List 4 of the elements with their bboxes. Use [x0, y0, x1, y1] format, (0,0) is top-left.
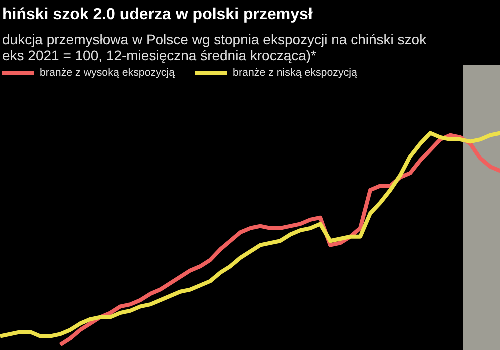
legend-label: branże z wysoką ekspozycją — [40, 67, 176, 79]
chart-subtitle: dukcja przemysłowa w Polsce wg stopnia ekspozycji na chiński szok eks 2021 = 100, 12-miesięczna średnia krocząca)* — [2, 32, 428, 64]
chart-title: hiński szok 2.0 uderza w polski przemysł — [2, 6, 314, 24]
legend-label: branże z niską ekspozycją — [233, 67, 358, 79]
